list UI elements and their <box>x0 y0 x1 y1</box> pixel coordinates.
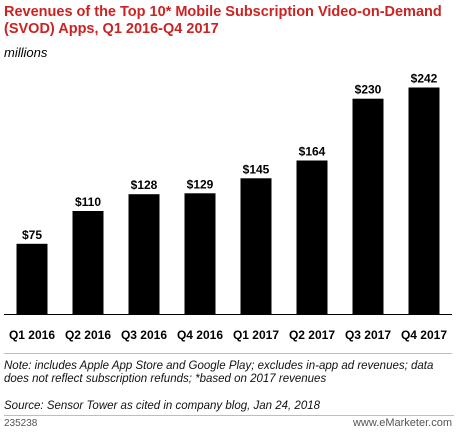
x-tick-label: Q1 2017 <box>233 328 279 342</box>
data-label: $129 <box>187 177 214 191</box>
chart-id: 235238 <box>4 418 38 429</box>
bar-q3-2017 <box>352 98 384 314</box>
data-label: $230 <box>355 83 382 97</box>
bar-q4-2017 <box>408 87 440 314</box>
bar-q1-2017 <box>240 178 272 314</box>
x-tick-label: Q4 2017 <box>401 328 447 342</box>
chart-note: Note: includes Apple App Store and Googl… <box>4 360 434 385</box>
data-label: $145 <box>243 162 270 176</box>
data-label: $75 <box>22 228 42 242</box>
x-tick-label: Q1 2016 <box>9 328 55 342</box>
x-tick-label: Q3 2016 <box>121 328 167 342</box>
bar-q3-2016 <box>128 194 160 314</box>
x-tick-label: Q2 2017 <box>289 328 335 342</box>
footer-divider <box>4 415 454 416</box>
bar-q2-2016 <box>72 211 104 314</box>
chart-source: Source: Sensor Tower as cited in company… <box>4 400 321 412</box>
data-label: $242 <box>411 72 438 86</box>
emarketer-logo: www.eMarketer.com <box>352 417 452 429</box>
bar-q4-2016 <box>184 193 216 314</box>
data-label: $110 <box>75 195 101 209</box>
data-label: $128 <box>131 178 158 192</box>
data-label: $164 <box>299 145 326 159</box>
bar-q1-2016 <box>16 243 48 314</box>
x-tick-label: Q4 2016 <box>177 328 223 342</box>
x-tick-label: Q3 2017 <box>345 328 391 342</box>
bar-q2-2017 <box>296 160 328 314</box>
chart-title: Revenues of the Top 10* Mobile Subscript… <box>4 4 442 37</box>
x-tick-label: Q2 2016 <box>65 328 111 342</box>
chart-subtitle: millions <box>4 45 48 60</box>
